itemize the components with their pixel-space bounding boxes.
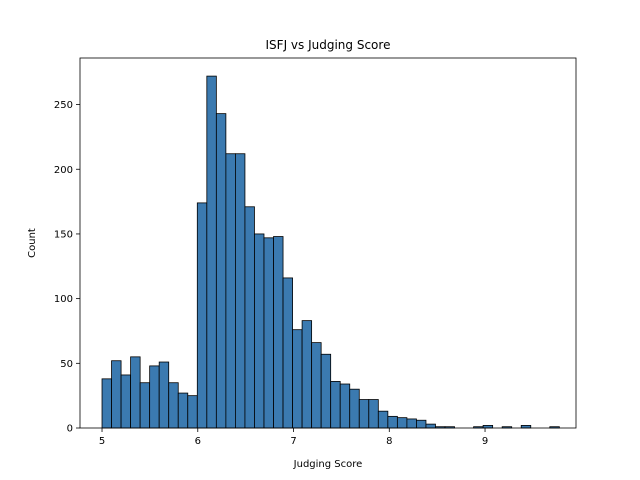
histogram-bar	[282, 277, 293, 429]
histogram-bar	[215, 113, 227, 429]
histogram-bar	[387, 415, 398, 429]
histogram-bar	[196, 202, 208, 429]
histogram-bar	[187, 395, 198, 429]
histogram-bar	[368, 399, 379, 429]
histogram-bar	[111, 360, 122, 429]
histogram-bar	[254, 233, 265, 429]
histogram-bar	[168, 382, 179, 429]
y-axis: 0 50 100 150 200 250	[54, 100, 80, 435]
histogram-bar	[358, 399, 370, 429]
y-tick-label: 200	[54, 165, 73, 176]
histogram-bar	[139, 382, 151, 429]
histogram-bar	[225, 153, 236, 429]
histogram-bar	[149, 365, 160, 429]
histogram-bar	[273, 236, 284, 429]
histogram-bar	[301, 320, 313, 429]
histogram-bar	[330, 381, 341, 429]
chart-title: ISFJ vs Judging Score	[266, 38, 391, 52]
x-tick-label: 8	[386, 436, 392, 447]
x-tick-label: 6	[195, 436, 201, 447]
histogram-bar	[320, 353, 332, 429]
histogram-bar	[235, 153, 246, 429]
histogram-bar	[406, 418, 417, 429]
x-axis: 5 6 7 8 9	[99, 428, 488, 447]
y-tick-label: 0	[67, 424, 73, 435]
plot-frame	[79, 57, 577, 429]
x-tick-label: 7	[290, 436, 296, 447]
x-axis-label: Judging Score	[293, 459, 363, 470]
histogram-bar	[130, 356, 141, 429]
histogram-bar	[263, 237, 274, 429]
y-tick-label: 250	[54, 100, 73, 111]
y-tick-label: 100	[54, 294, 73, 305]
histogram-bar	[339, 383, 351, 429]
y-tick-label: 150	[54, 229, 73, 240]
histogram-bar	[377, 410, 389, 429]
histogram-bar	[292, 329, 303, 429]
histogram-bar	[206, 75, 217, 429]
bars-group	[101, 75, 560, 429]
histogram-bar	[349, 388, 360, 429]
histogram-bar	[158, 361, 170, 429]
y-tick-label: 50	[60, 359, 73, 370]
histogram-bar	[177, 392, 189, 429]
histogram-bar	[101, 378, 112, 429]
histogram-bar	[311, 342, 322, 429]
x-tick-label: 5	[99, 436, 105, 447]
histogram-bar	[416, 419, 427, 429]
x-tick-label: 9	[482, 436, 488, 447]
histogram-bar	[244, 206, 255, 429]
histogram-bar	[425, 423, 436, 429]
y-axis-label: Count	[27, 228, 38, 258]
histogram-bar	[120, 374, 132, 429]
histogram-bar	[396, 417, 408, 429]
